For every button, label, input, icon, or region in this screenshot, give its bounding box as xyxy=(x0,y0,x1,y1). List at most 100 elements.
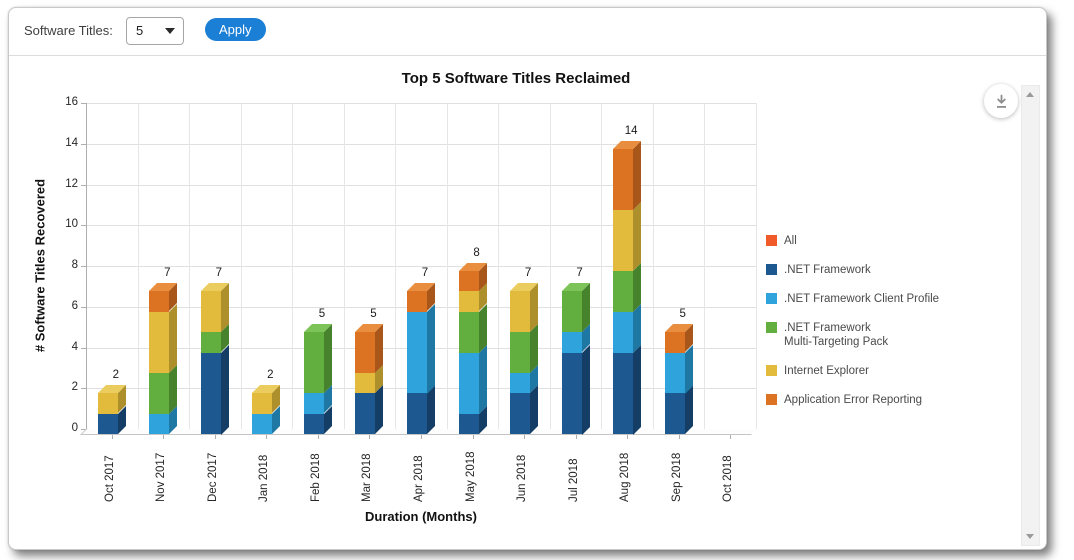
bar-segment-side xyxy=(633,140,642,210)
bar-segment[interactable] xyxy=(613,352,634,434)
bar-segment[interactable] xyxy=(200,332,221,353)
bar-segment[interactable] xyxy=(303,413,324,434)
scrollbar-down-button[interactable] xyxy=(1022,529,1039,545)
legend-swatch-icon xyxy=(766,235,777,246)
bar-segment[interactable] xyxy=(252,393,273,414)
x-axis-tick xyxy=(369,435,371,439)
bar-segment[interactable] xyxy=(613,311,634,353)
bar-segment-side xyxy=(581,283,590,333)
bar-segment[interactable] xyxy=(561,352,582,434)
bar-segment[interactable] xyxy=(149,372,170,414)
bar-segment[interactable] xyxy=(252,413,273,434)
gridline-vertical xyxy=(549,103,551,429)
x-axis-tick xyxy=(214,435,216,439)
bar-segment-side xyxy=(530,385,539,434)
bar-segment[interactable] xyxy=(97,393,118,414)
bar-segment[interactable] xyxy=(149,311,170,373)
bar-segment-side xyxy=(427,385,435,434)
bar-segment[interactable] xyxy=(458,311,479,353)
x-axis-label: Mar 2018 xyxy=(361,453,374,502)
legend-item[interactable]: .NET Framework xyxy=(766,263,871,277)
bar-segment[interactable] xyxy=(355,372,376,394)
bar-segment[interactable] xyxy=(407,291,427,312)
legend-label: Internet Explorer xyxy=(784,365,870,377)
x-axis-label: Jun 2018 xyxy=(516,454,529,502)
legend-swatch-icon xyxy=(766,264,777,275)
software-titles-dropdown[interactable]: 5 xyxy=(126,17,184,45)
bar-segment[interactable] xyxy=(664,352,685,394)
bar-segment[interactable] xyxy=(149,413,170,434)
bar-segment[interactable] xyxy=(613,148,634,210)
x-axis-tick xyxy=(472,435,474,439)
controls-row: Software Titles: 5 Apply xyxy=(9,8,1046,55)
bar-segment[interactable] xyxy=(97,413,118,434)
bar-segment[interactable] xyxy=(149,291,170,312)
bar-segment[interactable] xyxy=(355,393,376,434)
bar-segment[interactable] xyxy=(664,332,685,353)
bar-segment[interactable] xyxy=(561,332,582,353)
x-axis-tick xyxy=(111,435,113,439)
x-axis-label: Jul 2018 xyxy=(567,458,580,502)
scrollbar-up-button[interactable] xyxy=(1022,86,1039,102)
x-axis-label: Oct 2018 xyxy=(722,455,735,502)
x-axis-tick xyxy=(317,435,319,439)
x-axis-label: Oct 2017 xyxy=(103,455,116,502)
legend-label: Application Error Reporting xyxy=(784,394,923,406)
bar-segment-side xyxy=(220,283,229,333)
bar-segment[interactable] xyxy=(458,413,479,434)
legend-item[interactable]: .NET Framework Client Profile xyxy=(766,292,939,306)
bar-segment[interactable] xyxy=(510,393,531,434)
y-axis-tick-label: 0 xyxy=(71,422,78,434)
bar-segment[interactable] xyxy=(510,291,531,333)
legend-label: .NET Framework Client Profile xyxy=(784,293,940,305)
x-axis-tick xyxy=(575,435,577,439)
x-axis-label: Feb 2018 xyxy=(309,453,322,502)
bar-total-label: 5 xyxy=(370,308,377,321)
bar-segment[interactable] xyxy=(407,311,427,394)
y-axis-tick xyxy=(81,388,86,390)
bar-segment[interactable] xyxy=(664,393,685,434)
legend-item[interactable]: Application Error Reporting xyxy=(766,393,922,407)
bar-segment[interactable] xyxy=(510,372,531,394)
x-axis-label: Aug 2018 xyxy=(619,452,632,502)
gridline-vertical xyxy=(498,103,500,429)
y-axis-tick xyxy=(81,429,86,430)
bar-segment[interactable] xyxy=(458,352,479,414)
legend-item[interactable]: All xyxy=(766,234,797,248)
x-axis-tick xyxy=(730,435,732,439)
bar-segment[interactable] xyxy=(458,291,479,312)
bar-segment[interactable] xyxy=(510,332,531,373)
bar-segment[interactable] xyxy=(561,291,582,333)
bar-segment[interactable] xyxy=(355,332,376,373)
vertical-scrollbar[interactable] xyxy=(1021,85,1040,546)
y-axis-tick xyxy=(81,266,86,267)
y-axis-tick-label: 2 xyxy=(71,381,78,394)
chevron-down-icon xyxy=(165,28,175,34)
y-axis-tick-label: 4 xyxy=(71,340,78,353)
bar-total-label: 7 xyxy=(215,267,223,280)
bar-segment[interactable] xyxy=(303,393,324,414)
bar-segment[interactable] xyxy=(200,291,221,333)
legend-item[interactable]: .NET Framework Multi-Targeting Pack xyxy=(766,321,888,349)
bar-segment-side xyxy=(633,344,642,434)
legend-swatch-icon xyxy=(766,293,777,304)
legend-label: .NET Framework xyxy=(784,264,871,276)
bar-segment[interactable] xyxy=(200,352,221,434)
y-axis-tick-label: 10 xyxy=(65,218,78,231)
bar-segment[interactable] xyxy=(303,332,324,394)
download-button[interactable] xyxy=(984,84,1018,118)
y-axis-tick xyxy=(81,225,86,227)
bar-segment[interactable] xyxy=(407,393,427,434)
gridline-vertical xyxy=(292,103,294,429)
legend-item[interactable]: Internet Explorer xyxy=(766,364,869,378)
bar-total-label: 8 xyxy=(473,247,480,259)
triangle-up-icon xyxy=(1026,92,1034,97)
download-icon xyxy=(996,94,1006,108)
bar-segment[interactable] xyxy=(613,209,634,271)
apply-button[interactable]: Apply xyxy=(205,18,266,41)
bar-segment[interactable] xyxy=(458,271,479,292)
gridline-vertical xyxy=(343,103,345,429)
x-axis-label: Nov 2017 xyxy=(155,452,168,502)
x-axis-tick xyxy=(163,435,165,439)
bar-segment[interactable] xyxy=(613,271,634,312)
